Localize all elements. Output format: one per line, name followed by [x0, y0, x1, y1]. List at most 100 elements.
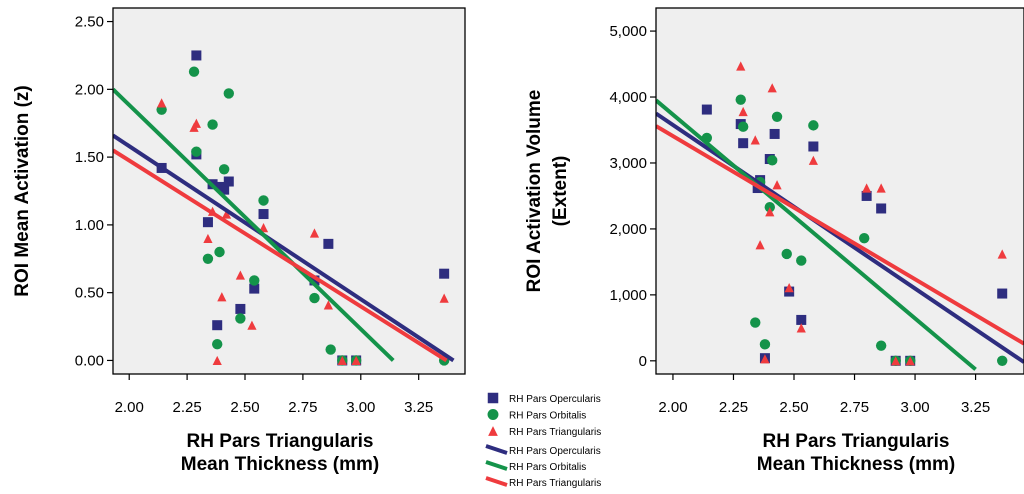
data-point-orbitalis [202, 253, 214, 264]
data-point-triangularis [337, 355, 347, 366]
x-tick-label: 2.50 [230, 399, 259, 416]
data-point-triangularis [235, 270, 245, 280]
data-point-orbitalis [207, 119, 218, 130]
data-point-opercularis [235, 303, 246, 314]
data-point-opercularis [323, 238, 334, 249]
data-point-triangularis [247, 320, 257, 330]
data-point-opercularis [861, 190, 872, 201]
data-point-triangularis [309, 228, 320, 238]
data-point-orbitalis [249, 275, 260, 286]
data-point-triangularis [203, 233, 213, 244]
x-axis-title: Mean Thickness (mm) [757, 454, 956, 475]
data-point-triangularis [212, 355, 222, 366]
data-point-opercularis [249, 283, 260, 294]
data-point-orbitalis [309, 292, 320, 304]
data-point-opercularis [258, 209, 269, 220]
y-tick-label: 1.50 [75, 149, 104, 166]
data-point-triangularis [755, 240, 765, 250]
y-tick-label: 3,000 [609, 155, 647, 172]
data-point-orbitalis [735, 94, 746, 105]
data-point-opercularis [769, 128, 780, 139]
data-point-triangularis [351, 355, 361, 366]
data-point-triangularis [736, 61, 746, 71]
data-point-triangularis [258, 223, 269, 233]
legend-marker-opercularis [487, 392, 499, 404]
data-point-opercularis [997, 288, 1008, 299]
y-tick-label: 1,000 [609, 287, 647, 304]
data-point-opercularis [796, 314, 807, 325]
y-axis-title: ROI Mean Activation (z) [12, 85, 33, 296]
legend: RH Pars Opercularis RH Pars Orbitalis RH P… [485, 392, 601, 489]
x-tick-label: 3.25 [961, 399, 990, 416]
legend-line-opercularis [485, 444, 508, 455]
data-point-orbitalis [214, 246, 225, 258]
y-tick-label: 5,000 [609, 23, 647, 40]
data-point-opercularis [212, 320, 223, 331]
data-point-triangularis [738, 106, 748, 117]
data-point-triangularis [217, 292, 227, 302]
data-point-triangularis [808, 155, 818, 165]
data-point-orbitalis [796, 255, 807, 266]
legend-line-orbitalis [485, 460, 508, 471]
data-point-orbitalis [212, 338, 223, 350]
y-axis-title: ROI Activation Volume [524, 90, 545, 293]
data-point-triangularis [997, 249, 1007, 259]
data-point-orbitalis [875, 340, 887, 351]
legend-label: RH Pars Opercularis [509, 446, 601, 457]
data-point-opercularis [309, 275, 320, 286]
data-point-orbitalis [235, 313, 246, 324]
data-point-orbitalis [750, 317, 761, 328]
fit-line-triangularis [656, 124, 1024, 346]
y-tick-label: 0.00 [75, 352, 104, 369]
plot-area [656, 8, 1024, 374]
data-point-triangularis [772, 180, 782, 190]
legend-line-triangularis [485, 476, 508, 487]
data-point-orbitalis [781, 248, 792, 260]
plot-frame [655, 7, 1024, 375]
data-point-orbitalis [258, 195, 269, 206]
y-tick-label: 2.50 [75, 14, 104, 31]
x-tick-label: 2.75 [288, 399, 317, 416]
data-point-opercularis [439, 268, 450, 279]
legend-marker-triangularis [488, 426, 498, 436]
fit-line-opercularis [113, 133, 455, 363]
legend-label: RH Pars Orbitalis [509, 462, 586, 473]
legend-label: RH Pars Triangularis [509, 427, 601, 438]
data-point-orbitalis [218, 164, 230, 175]
data-point-orbitalis [223, 88, 234, 99]
y-tick-label: 1.00 [75, 217, 104, 234]
data-point-orbitalis [808, 120, 819, 131]
data-point-triangularis [767, 83, 777, 93]
data-point-opercularis [219, 184, 230, 195]
data-point-triangularis [323, 300, 333, 310]
data-point-orbitalis [767, 155, 778, 166]
x-tick-label: 2.50 [779, 399, 808, 416]
y-tick-label: 4,000 [609, 89, 647, 106]
data-point-triangularis [862, 183, 872, 193]
legend-label: RH Pars Triangularis [509, 478, 601, 489]
data-point-triangularis [191, 118, 201, 128]
x-tick-label: 2.25 [173, 399, 202, 416]
fit-line-triangularis [113, 148, 448, 363]
data-point-opercularis [876, 203, 887, 214]
data-point-triangularis [796, 323, 806, 333]
data-point-triangularis [157, 98, 167, 108]
left-chart-activation: 0.00 0.50 1.00 1.50 2.00 2.50 2.00 2.25 2.50 2.75… [12, 7, 466, 475]
data-point-opercularis [191, 50, 202, 61]
data-point-triangularis [439, 293, 449, 303]
data-point-opercularis [808, 141, 819, 152]
legend-label: RH Pars Opercularis [509, 394, 601, 405]
x-axis-title: Mean Thickness (mm) [181, 454, 380, 475]
data-point-triangularis [784, 283, 794, 293]
y-tick-label: 0 [639, 353, 647, 370]
data-point-triangularis [905, 356, 915, 366]
data-point-opercularis [202, 217, 213, 228]
legend-marker-orbitalis [487, 409, 499, 420]
data-point-orbitalis [737, 121, 749, 132]
data-point-triangularis [221, 209, 232, 219]
plot-frame [112, 7, 466, 375]
y-tick-label: 0.50 [75, 285, 104, 302]
data-point-triangularis [750, 135, 760, 145]
data-point-opercularis [701, 104, 712, 115]
